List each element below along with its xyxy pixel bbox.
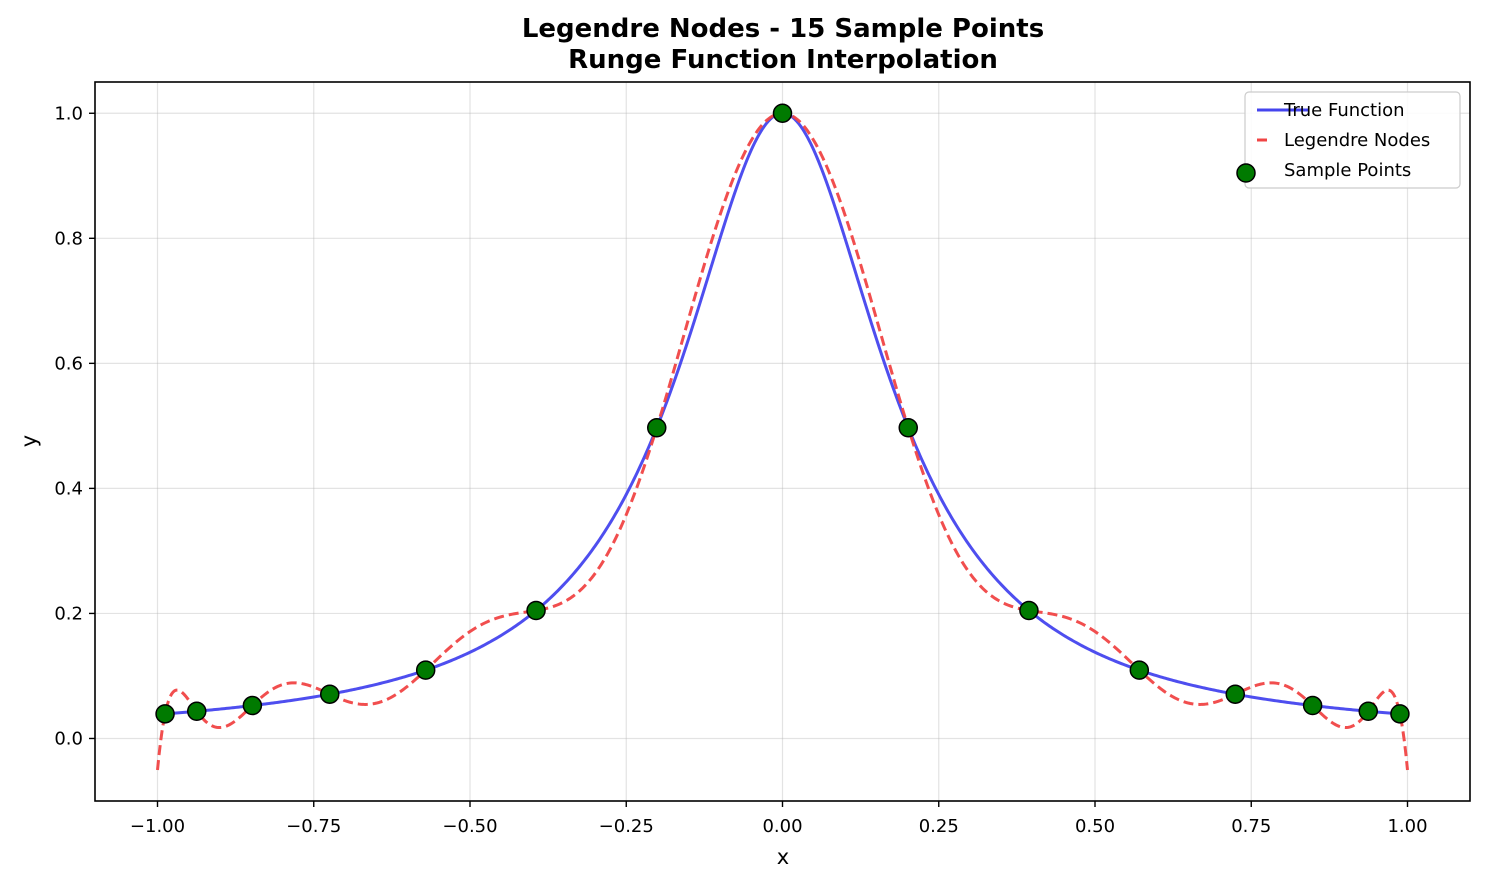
y-axis: 0.0 0.2 0.4 0.6 0.8 1.0 <box>54 103 95 749</box>
x-axis: −1.00 −0.75 −0.50 −0.25 0.00 0.25 0.50 0.75 1.00 <box>130 801 1428 837</box>
y-tick-label: 0.2 <box>54 603 83 624</box>
x-tick-label: 1.00 <box>1387 816 1427 837</box>
sample-point <box>242 695 263 716</box>
legend-label-sample-points: Sample Points <box>1284 160 1411 181</box>
chart-title-line-1: Legendre Nodes - 15 Sample Points <box>522 14 1044 44</box>
x-tick-label: −0.75 <box>286 816 341 837</box>
x-tick-label: 0.00 <box>762 816 802 837</box>
legend-label-true-function: True Function <box>1283 100 1405 121</box>
legend-swatch-sample-points <box>1236 163 1256 183</box>
sample-point <box>898 417 918 438</box>
sample-point <box>1358 701 1378 722</box>
sample-point <box>1302 695 1323 716</box>
legend-label-legendre-nodes: Legendre Nodes <box>1284 130 1430 151</box>
x-tick-label: 0.25 <box>919 816 959 837</box>
sample-point <box>772 103 793 124</box>
y-axis-label: y <box>17 435 41 447</box>
x-tick-label: 0.75 <box>1231 816 1271 837</box>
y-tick-label: 0.6 <box>54 353 83 374</box>
y-tick-label: 0.0 <box>54 728 83 749</box>
x-tick-label: −1.00 <box>130 816 185 837</box>
plot-area <box>155 103 1410 771</box>
x-axis-label: x <box>777 845 789 869</box>
legend-box <box>1244 91 1461 189</box>
x-tick-label: −0.25 <box>599 816 654 837</box>
legend: True Function Legendre Nodes Sample Poin… <box>1236 91 1461 189</box>
y-tick-label: 0.4 <box>54 478 83 499</box>
sample-point <box>1129 660 1150 680</box>
sample-point <box>1225 684 1245 704</box>
y-tick-label: 0.8 <box>54 228 83 249</box>
sample-point <box>187 701 207 722</box>
sample-point <box>647 417 667 438</box>
sample-point <box>526 600 546 621</box>
sample-point <box>415 660 436 680</box>
x-tick-label: 0.50 <box>1075 816 1115 837</box>
sample-point <box>155 704 175 724</box>
chart-title-line-2: Runge Function Interpolation <box>568 45 998 75</box>
sample-point <box>1390 704 1410 724</box>
sample-point <box>320 684 340 704</box>
x-tick-label: −0.50 <box>442 816 497 837</box>
y-tick-label: 1.0 <box>54 103 83 124</box>
sample-point <box>1019 600 1039 621</box>
